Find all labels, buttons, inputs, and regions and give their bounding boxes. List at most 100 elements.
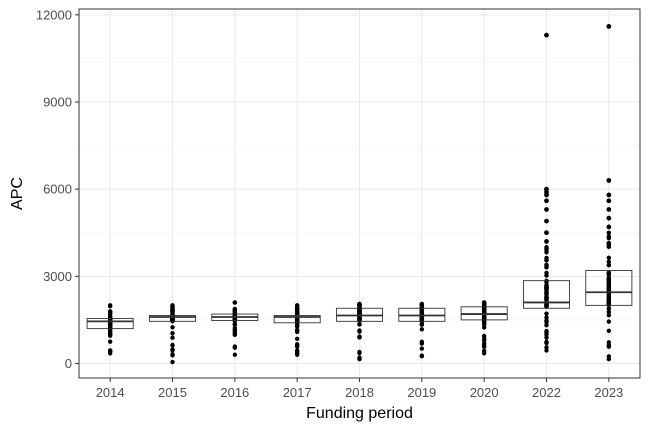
- x-tick-label: 2022: [532, 385, 561, 400]
- x-axis-title: Funding period: [306, 405, 413, 422]
- data-point: [419, 339, 425, 344]
- data-point: [606, 244, 612, 250]
- data-point: [232, 309, 238, 314]
- data-point: [481, 308, 487, 313]
- plot-data: [86, 24, 633, 365]
- data-point: [107, 303, 113, 308]
- data-point: [170, 303, 175, 308]
- box-group-2015: [148, 303, 197, 365]
- data-point: [606, 312, 612, 318]
- x-tick-label: 2019: [407, 385, 436, 400]
- box-group-2022: [522, 245, 571, 353]
- data-point: [544, 345, 549, 350]
- box-group-2019: [398, 301, 446, 359]
- data-point: [170, 331, 175, 336]
- x-tick-label: 2014: [96, 385, 125, 400]
- box-2014: [86, 317, 134, 330]
- box-2023: [585, 270, 633, 306]
- data-point: [606, 241, 612, 246]
- data-point: [606, 259, 612, 264]
- x-tick-label: 2020: [470, 385, 499, 400]
- data-point: [419, 310, 425, 316]
- outlier-point: [544, 32, 549, 38]
- data-point: [481, 333, 487, 339]
- data-point: [170, 325, 175, 330]
- data-point: [606, 356, 612, 362]
- outlier-point: [544, 198, 549, 204]
- box-group-2020: [460, 300, 508, 356]
- data-point: [357, 301, 362, 307]
- data-point: [544, 335, 549, 340]
- data-point: [357, 334, 362, 339]
- data-point: [294, 319, 300, 325]
- data-point: [294, 336, 300, 341]
- outlier-point: [606, 192, 612, 198]
- data-point: [606, 328, 612, 334]
- box-group-2016: [211, 300, 259, 357]
- data-point: [544, 315, 549, 320]
- y-tick-label: 3000: [43, 269, 72, 284]
- data-point: [357, 350, 362, 356]
- data-point: [419, 301, 425, 307]
- outlier-point: [544, 230, 549, 236]
- box-2015: [148, 315, 197, 322]
- data-point: [544, 322, 549, 328]
- data-point: [170, 359, 175, 365]
- data-point: [232, 352, 238, 357]
- data-point: [544, 311, 549, 316]
- outlier-point: [544, 186, 549, 192]
- data-point: [170, 352, 175, 357]
- box-2022: [522, 280, 571, 309]
- data-point: [481, 300, 487, 305]
- outlier-point: [606, 224, 612, 230]
- outlier-point: [544, 218, 549, 224]
- data-point: [357, 322, 362, 327]
- outlier-point: [606, 178, 612, 183]
- data-point: [357, 316, 362, 321]
- y-tick-label: 6000: [43, 182, 72, 197]
- data-point: [107, 330, 113, 335]
- data-point: [294, 303, 300, 308]
- y-tick-label: 0: [65, 356, 72, 371]
- data-point: [606, 234, 612, 239]
- y-tick-label: 12000: [36, 7, 72, 22]
- outlier-point: [544, 207, 549, 212]
- outlier-point: [606, 198, 612, 204]
- data-point: [481, 322, 487, 327]
- outlier-point: [606, 207, 612, 212]
- outlier-point: [544, 239, 549, 244]
- data-point: [232, 345, 238, 350]
- y-axis-title: APC: [9, 177, 26, 210]
- box-group-2017: [273, 303, 321, 357]
- data-point: [232, 332, 238, 337]
- data-point: [232, 328, 238, 333]
- data-point: [544, 330, 549, 335]
- data-point: [606, 283, 612, 289]
- x-tick-label: 2017: [283, 385, 312, 400]
- x-tick-label: 2016: [220, 385, 249, 400]
- data-point: [107, 323, 113, 328]
- data-point: [170, 348, 175, 353]
- data-point: [294, 352, 300, 357]
- data-point: [606, 262, 612, 268]
- x-tick-label: 2015: [158, 385, 187, 400]
- data-point: [170, 307, 175, 312]
- data-point: [544, 284, 549, 289]
- box-group-2014: [86, 303, 134, 356]
- data-point: [294, 348, 300, 353]
- box-group-2018: [335, 301, 384, 362]
- outlier-point: [606, 24, 612, 29]
- data-point: [606, 306, 612, 311]
- data-point: [606, 342, 612, 348]
- data-point: [544, 250, 549, 255]
- data-point: [606, 302, 612, 307]
- data-point: [170, 335, 175, 340]
- data-point: [544, 255, 549, 261]
- y-tick-label: 9000: [43, 94, 72, 109]
- data-point: [544, 273, 549, 278]
- box-2017: [273, 315, 321, 324]
- data-point: [294, 342, 300, 347]
- data-point: [357, 329, 362, 334]
